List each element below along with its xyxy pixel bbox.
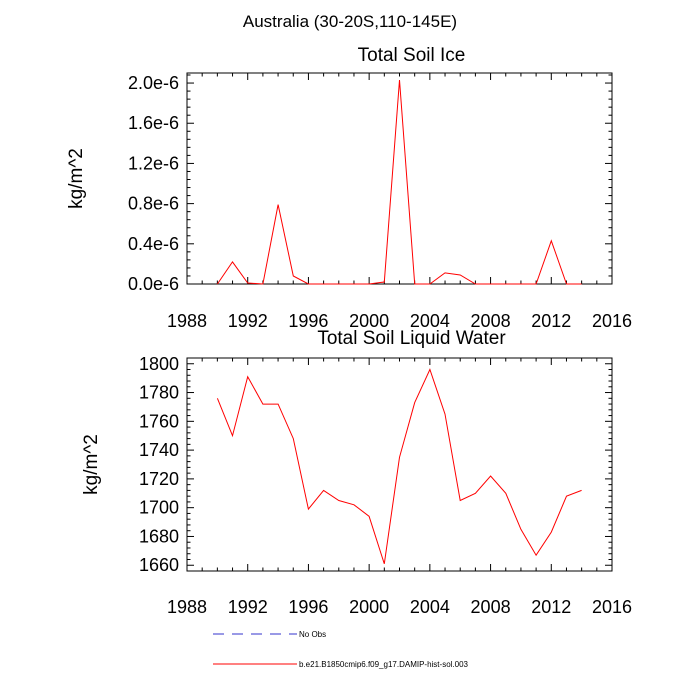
y-tick-label: 1740 <box>139 440 179 460</box>
figure-title: Australia (30-20S,110-145E) <box>243 12 457 31</box>
x-tick-label: 1996 <box>288 597 328 617</box>
x-tick-label: 1992 <box>228 311 268 331</box>
y-tick-label: 1700 <box>139 498 179 518</box>
series-line <box>216 368 582 564</box>
y-tick-label: 1680 <box>139 526 179 546</box>
y-tick-label: 1800 <box>139 354 179 374</box>
x-tick-label: 2012 <box>531 597 571 617</box>
y-tick-label: 1780 <box>139 383 179 403</box>
y-tick-label: 0.8e-6 <box>128 194 179 214</box>
x-tick-label: 2016 <box>592 597 632 617</box>
x-tick-label: 2008 <box>471 597 511 617</box>
plot-frame <box>186 72 613 285</box>
x-tick-label: 1988 <box>167 597 207 617</box>
panel-title: Total Soil Ice <box>358 45 466 66</box>
x-tick-label: 1988 <box>167 311 207 331</box>
x-tick-label: 2012 <box>531 311 571 331</box>
x-tick-label: 2016 <box>592 311 632 331</box>
panel-total-soil-liquid-water: Total Soil Liquid Water kg/m^2 1988 1992 199… <box>81 328 632 617</box>
x-tick-label: 2000 <box>349 597 389 617</box>
y-tick-label: 1.6e-6 <box>128 113 179 133</box>
y-tick-label: 0.0e-6 <box>128 274 179 294</box>
series-line <box>216 79 582 285</box>
y-tick-label: 2.0e-6 <box>128 73 179 93</box>
legend-label: No Obs <box>299 630 326 639</box>
y-tick-label: 1720 <box>139 469 179 489</box>
y-tick-label: 1.2e-6 <box>128 153 179 173</box>
x-tick-label: 2004 <box>410 311 450 331</box>
x-tick-label: 1992 <box>228 597 268 617</box>
legend: No Obs b.e21.B1850cmip6.f09_g17.DAMIP-his… <box>213 630 469 669</box>
panel-total-soil-ice: Total Soil Ice kg/m^2 1988 1992 1996 2000 2004… <box>66 45 632 331</box>
x-tick-label: 2000 <box>349 311 389 331</box>
panel-title: Total Soil Liquid Water <box>317 328 506 349</box>
x-tick-label: 2004 <box>410 597 450 617</box>
legend-label: b.e21.B1850cmip6.f09_g17.DAMIP-hist-sol.… <box>299 660 469 669</box>
y-tick-label: 1760 <box>139 411 179 431</box>
y-axis-label: kg/m^2 <box>81 434 102 495</box>
plot-frame <box>186 357 613 572</box>
x-tick-label: 2008 <box>471 311 511 331</box>
y-tick-label: 0.4e-6 <box>128 234 179 254</box>
y-tick-label: 1660 <box>139 555 179 575</box>
x-tick-label: 1996 <box>288 311 328 331</box>
y-axis-label: kg/m^2 <box>66 148 87 209</box>
